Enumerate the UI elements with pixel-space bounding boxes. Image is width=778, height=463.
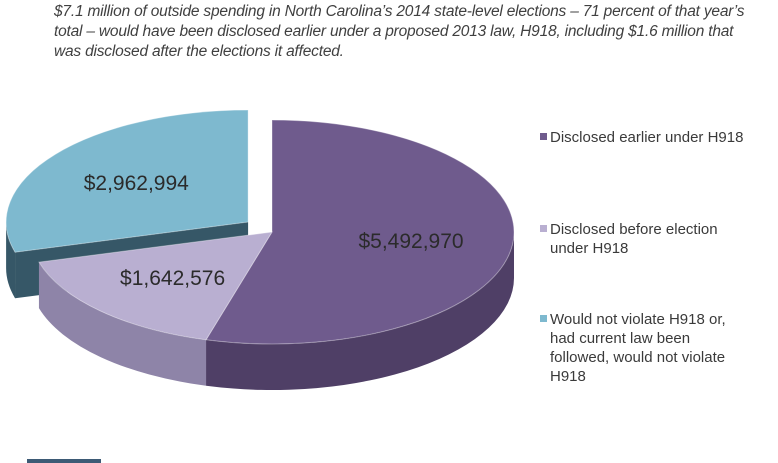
legend-swatch-disclosed-earlier [540, 133, 547, 140]
legend-label-disclosed-earlier: Disclosed earlier under H918 [550, 129, 744, 146]
data-label-would-not-violate-h918-or-had-: $2,962,994 [84, 172, 189, 195]
footer-accent-bar [27, 459, 101, 463]
pie-data-labels: $5,492,970 $1,642,576 $2,962,994 [84, 172, 464, 290]
legend-swatch-would-not-violate [540, 315, 547, 322]
legend-swatch-disclosed-before-election [540, 225, 547, 232]
legend-label-disclosed-before-election: Disclosed before election under H918 [550, 221, 718, 257]
pie-side-would-not-violate-h918-or-had--0 [6, 222, 16, 299]
pie-slice-disclosed-earlier-under-h918 [205, 119, 515, 345]
pie-side-disclosed-earlier-under-h918-0 [206, 232, 515, 390]
pie-slice-disclosed-before-election-unde [38, 231, 273, 341]
data-label-disclosed-before-election-unde: $1,642,576 [120, 267, 225, 290]
pie-top-faces [5, 109, 515, 345]
pie-slice-would-not-violate-h918-or-had- [5, 109, 249, 253]
chart-caption: $7.1 million of outside spending in Nort… [54, 3, 745, 60]
data-label-disclosed-earlier-under-h918: $5,492,970 [358, 230, 463, 253]
pie-side-disclosed-before-election-unde-0 [38, 262, 207, 386]
legend-label-would-not-violate: Would not violate H918 or, had current l… [550, 311, 726, 385]
